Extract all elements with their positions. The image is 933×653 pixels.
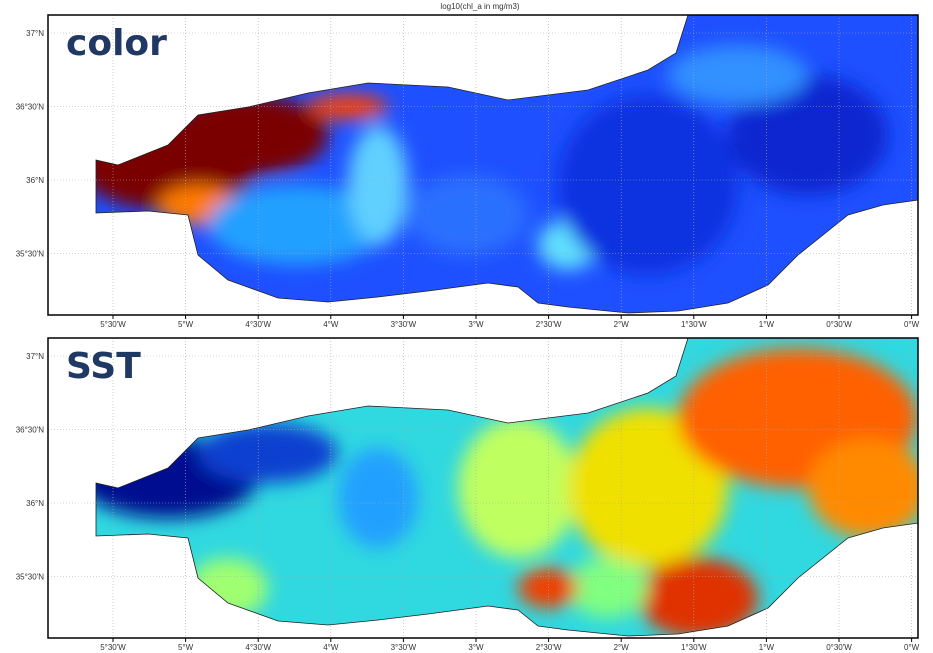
lon-label: 5°30'W (100, 320, 126, 329)
lon-label: 3°W (468, 643, 484, 652)
field-image (48, 15, 918, 315)
panel-label: SST (66, 346, 141, 387)
lon-label: 3°30'W (391, 643, 417, 652)
lat-label: 36°N (26, 499, 44, 508)
lon-label: 0°W (904, 643, 920, 652)
panel-label: color (66, 23, 167, 64)
map-panel: 5°30'W 5°W 4°30'W 4°W 3°30'W 3°W 2°30'W 2°W 1°30… (16, 338, 928, 652)
lon-label: 5°W (178, 320, 194, 329)
field-blob (348, 125, 408, 245)
lon-label: 1°30'W (681, 643, 707, 652)
lon-label: 3°30'W (391, 320, 417, 329)
field-blob (308, 95, 388, 119)
field-image (48, 338, 928, 638)
field-blob (188, 558, 268, 618)
figure: log10(chl_a in mg/m3) 5°30'W 5°W 4°30'W 4°W… (0, 0, 933, 653)
field-blob (408, 175, 528, 255)
lon-label: 2°W (614, 643, 630, 652)
lat-label: 35°30'N (16, 573, 45, 582)
lon-label: 5°W (178, 643, 194, 652)
lon-label: 2°W (614, 320, 630, 329)
field-blob (568, 558, 648, 618)
lon-label: 0°W (904, 320, 920, 329)
lon-label: 4°30'W (245, 643, 271, 652)
field-blob (518, 568, 578, 608)
lon-label: 4°W (323, 320, 339, 329)
lon-label: 4°W (323, 643, 339, 652)
lon-label: 2°30'W (536, 320, 562, 329)
lon-label: 4°30'W (245, 320, 271, 329)
lon-label: 5°30'W (100, 643, 126, 652)
lat-label: 37°N (26, 29, 44, 38)
lat-label: 36°30'N (16, 103, 45, 112)
lat-label: 35°30'N (16, 250, 45, 259)
lon-label: 0°30'W (826, 320, 852, 329)
map-panel: 5°30'W 5°W 4°30'W 4°W 3°30'W 3°W 2°30'W 2°W 1°30… (16, 15, 920, 329)
field-blob (198, 423, 338, 483)
field-blob (668, 45, 808, 105)
field-blob (638, 558, 758, 638)
lon-label: 1°W (759, 320, 775, 329)
field-blob (558, 95, 738, 275)
lat-label: 37°N (26, 352, 44, 361)
lon-label: 1°W (759, 643, 775, 652)
lon-label: 2°30'W (536, 643, 562, 652)
lon-label: 0°30'W (826, 643, 852, 652)
field-blob (338, 448, 418, 548)
lat-label: 36°30'N (16, 426, 45, 435)
figure-title: log10(chl_a in mg/m3) (440, 2, 519, 11)
lon-label: 3°W (468, 320, 484, 329)
lon-label: 1°30'W (681, 320, 707, 329)
lat-label: 36°N (26, 176, 44, 185)
field-blob (808, 438, 928, 538)
